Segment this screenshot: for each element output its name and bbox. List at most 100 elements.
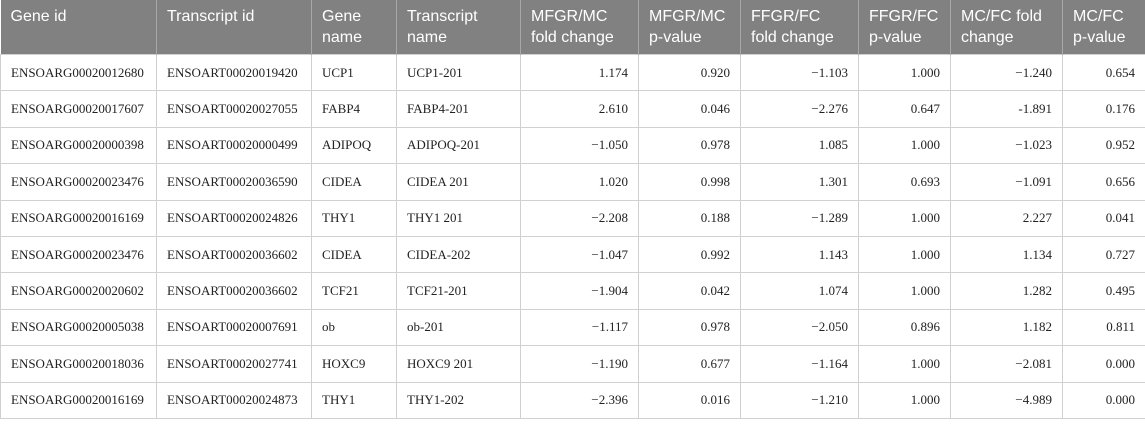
table-cell: 0.978 — [638, 308, 741, 347]
table-cell: ENSOART00020027741 — [156, 345, 312, 383]
table-cell: −1.904 — [520, 272, 639, 310]
table-cell: THY1 — [311, 199, 397, 237]
table-cell: FABP4 — [311, 90, 397, 128]
table-cell: 0.176 — [1062, 90, 1145, 128]
table-cell: −2.050 — [740, 308, 859, 347]
table-cell: −1.210 — [740, 381, 859, 419]
table-cell: 1.301 — [740, 163, 859, 201]
table-cell: 0.647 — [858, 90, 951, 128]
table-cell: 0.041 — [1062, 199, 1145, 237]
table-cell: ENSOARG00020016169 — [0, 381, 157, 419]
table-cell: ENSOARG00020023476 — [0, 163, 157, 201]
table-cell: −1.023 — [950, 126, 1063, 165]
table-cell: −1.289 — [740, 199, 859, 237]
table-cell: ENSOART00020024826 — [156, 199, 312, 237]
table-cell: 0.656 — [1062, 163, 1145, 201]
table-cell: 0.978 — [638, 126, 741, 165]
table-cell: ENSOART00020036590 — [156, 163, 312, 201]
table-cell: 0.998 — [638, 163, 741, 201]
table-cell: ENSOARG00020016169 — [0, 199, 157, 237]
table-cell: CIDEA-202 — [396, 235, 521, 274]
table-cell: ADIPOQ-201 — [396, 126, 521, 165]
table-cell: 1.134 — [950, 235, 1063, 274]
table-cell: 0.952 — [1062, 126, 1145, 165]
table-cell: −2.276 — [740, 90, 859, 128]
table-cell: HOXC9 — [311, 345, 397, 383]
table-cell: TCF21 — [311, 272, 397, 310]
table-cell: 0.046 — [638, 90, 741, 128]
table-cell: −1.091 — [950, 163, 1063, 201]
table-cell: 1.000 — [858, 126, 951, 165]
table-row: ENSOARG00020016169 ENSOART00020024873 THY1… — [0, 381, 1145, 419]
table-cell: −1.164 — [740, 345, 859, 383]
table-cell: 0.000 — [1062, 345, 1145, 383]
table-cell: 1.000 — [858, 381, 951, 419]
table-cell: −1.103 — [740, 53, 859, 92]
table-cell: ENSOART00020027055 — [156, 90, 312, 128]
header-row: Gene id Transcript id Gene name Transcript … — [0, 0, 1145, 55]
table-cell: UCP1 — [311, 53, 397, 92]
header-cell: FFGR/FC p-value — [858, 0, 951, 55]
table-cell: −1.047 — [520, 235, 639, 274]
header-cell: MFGR/MC p-value — [638, 0, 741, 55]
table-row: ENSOARG00020017607 ENSOART00020027055 FABP… — [0, 90, 1145, 128]
table-cell: 1.085 — [740, 126, 859, 165]
table-cell: −2.396 — [520, 381, 639, 419]
table-cell: ob-201 — [396, 308, 521, 347]
table-header: Gene id Transcript id Gene name Transcript … — [0, 0, 1145, 55]
table-cell: 0.992 — [638, 235, 741, 274]
table-row: ENSOARG00020016169 ENSOART00020024826 THY1… — [0, 199, 1145, 237]
table-cell: −1.190 — [520, 345, 639, 383]
table-cell: TCF21-201 — [396, 272, 521, 310]
table-cell: 2.610 — [520, 90, 639, 128]
table-cell: 1.020 — [520, 163, 639, 201]
table-cell: CIDEA — [311, 163, 397, 201]
table-cell: 0.495 — [1062, 272, 1145, 310]
table-cell: ENSOARG00020018036 — [0, 345, 157, 383]
table-cell: UCP1-201 — [396, 53, 521, 92]
table-cell: 1.174 — [520, 53, 639, 92]
table-cell: ENSOART00020036602 — [156, 235, 312, 274]
table-cell: THY1-202 — [396, 381, 521, 419]
table-cell: ENSOART00020007691 — [156, 308, 312, 347]
table-cell: THY1 — [311, 381, 397, 419]
table-cell: ENSOART00020000499 — [156, 126, 312, 165]
table-cell: ENSOARG00020012680 — [0, 53, 157, 92]
table-row: ENSOARG00020023476 ENSOART00020036602 CIDE… — [0, 235, 1145, 274]
table-row: ENSOARG00020000398 ENSOART00020000499 ADIP… — [0, 126, 1145, 165]
table-cell: −2.081 — [950, 345, 1063, 383]
table-cell: −1.117 — [520, 308, 639, 347]
table-cell: 1.074 — [740, 272, 859, 310]
table-cell: 0.677 — [638, 345, 741, 383]
table-cell: ENSOARG00020000398 — [0, 126, 157, 165]
table-cell: 1.182 — [950, 308, 1063, 347]
table-cell: 0.654 — [1062, 53, 1145, 92]
table-cell: 1.143 — [740, 235, 859, 274]
table-cell: 0.016 — [638, 381, 741, 419]
table-cell: CIDEA 201 — [396, 163, 521, 201]
table-cell: HOXC9 201 — [396, 345, 521, 383]
table-cell: -1.891 — [950, 90, 1063, 128]
table-cell: 1.000 — [858, 53, 951, 92]
table-cell: −2.208 — [520, 199, 639, 237]
table-body: ENSOARG00020012680 ENSOART00020019420 UCP1… — [0, 53, 1145, 419]
table-cell: ob — [311, 308, 397, 347]
table-cell: ENSOARG00020017607 — [0, 90, 157, 128]
header-cell: MFGR/MC fold change — [520, 0, 639, 55]
table-cell: CIDEA — [311, 235, 397, 274]
table-cell: 0.727 — [1062, 235, 1145, 274]
table-cell: 0.896 — [858, 308, 951, 347]
table-cell: ENSOARG00020023476 — [0, 235, 157, 274]
table-row: ENSOARG00020020602 ENSOART00020036602 TCF2… — [0, 272, 1145, 310]
table-cell: 1.282 — [950, 272, 1063, 310]
header-cell: FFGR/FC fold change — [740, 0, 859, 55]
table-cell: ENSOART00020024873 — [156, 381, 312, 419]
table-cell: ADIPOQ — [311, 126, 397, 165]
data-table: Gene id Transcript id Gene name Transcript … — [0, 0, 1145, 419]
table-cell: 1.000 — [858, 235, 951, 274]
header-cell: Transcript name — [396, 0, 521, 55]
table-cell: 0.188 — [638, 199, 741, 237]
table-cell: 1.000 — [858, 272, 951, 310]
header-cell: Gene name — [311, 0, 397, 55]
